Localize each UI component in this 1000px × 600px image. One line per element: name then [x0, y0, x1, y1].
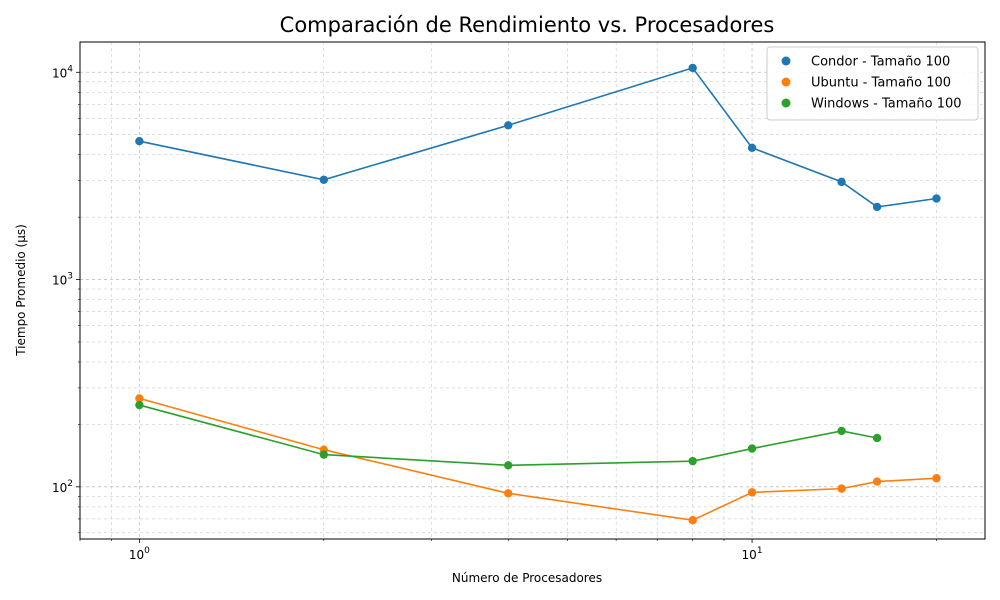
data-point	[688, 456, 697, 466]
y-axis-label: Tiempo Promedio (µs)	[14, 224, 28, 357]
series	[135, 63, 941, 525]
series-1	[135, 63, 941, 212]
data-point	[747, 488, 757, 497]
data-point	[747, 444, 757, 453]
data-point	[688, 516, 697, 525]
data-point	[504, 489, 513, 498]
data-point	[504, 461, 513, 470]
data-point	[837, 177, 846, 187]
x-axis-label: Número de Procesadores	[452, 571, 602, 585]
series-3	[135, 400, 882, 470]
data-point	[135, 400, 144, 410]
series-line	[139, 397, 937, 522]
plot-frame	[79, 41, 986, 540]
legend-label: Windows - Tamaño 100	[811, 97, 962, 112]
data-point	[837, 426, 846, 436]
x-tick-label: 100	[129, 546, 150, 562]
data-point	[872, 477, 882, 486]
data-point	[504, 121, 513, 130]
data-point	[135, 394, 144, 403]
legend: Condor - Tamaño 100 Ubuntu - Tamaño 100 Wi…	[766, 46, 979, 121]
axis-ticks: 100 101 102 103 104	[52, 64, 937, 562]
legend-box	[766, 46, 979, 121]
data-point	[135, 137, 144, 146]
x-tick-label: 101	[742, 546, 763, 562]
data-point	[319, 175, 329, 184]
legend-marker	[781, 77, 791, 87]
data-point	[932, 474, 941, 483]
data-point	[688, 63, 697, 73]
data-point	[872, 433, 882, 443]
legend-marker	[781, 56, 791, 66]
data-point	[872, 202, 882, 212]
data-point	[747, 143, 757, 153]
series-line	[139, 66, 937, 208]
legend-marker	[781, 98, 791, 108]
legend-label: Ubuntu - Tamaño 100	[811, 76, 951, 91]
data-point	[837, 484, 846, 493]
chart-title: Comparación de Rendimiento vs. Procesado…	[280, 13, 775, 37]
series-2	[135, 394, 941, 525]
y-tick-label: 103	[52, 272, 73, 288]
y-tick-label: 104	[52, 64, 73, 80]
data-point	[932, 194, 941, 203]
data-point	[319, 450, 329, 459]
legend-label: Condor - Tamaño 100	[811, 55, 950, 70]
y-tick-label: 102	[52, 479, 73, 495]
